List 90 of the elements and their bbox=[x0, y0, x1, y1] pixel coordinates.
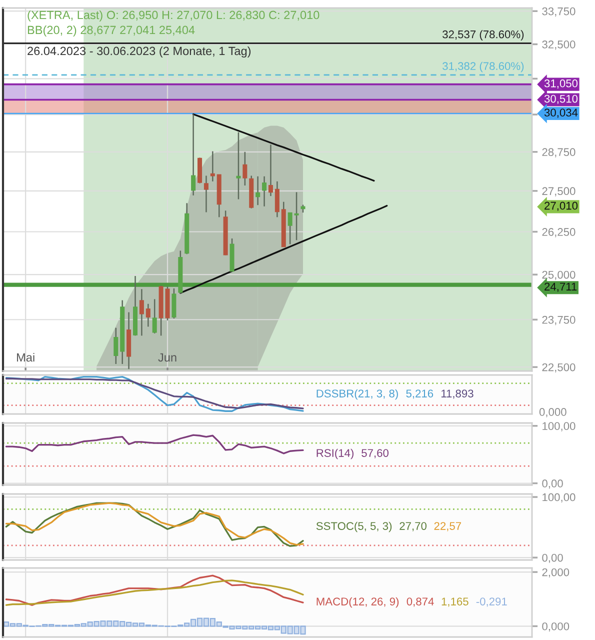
candlestick bbox=[262, 176, 267, 207]
line-series bbox=[5, 574, 304, 606]
y-tick-label: 0,00 bbox=[542, 480, 563, 489]
annotation: 57,60 bbox=[362, 449, 389, 458]
line-series bbox=[180, 204, 388, 294]
y-tick-label: 23,750 bbox=[542, 316, 576, 326]
y-tick-label: 27,500 bbox=[542, 187, 576, 196]
candlestick bbox=[294, 192, 299, 241]
x-tick-label: Jun bbox=[158, 353, 176, 362]
y-tick-label: 22,500 bbox=[542, 363, 576, 373]
bar bbox=[196, 618, 203, 627]
y-tick-label: 32,500 bbox=[542, 40, 576, 50]
annotation: 31,382 (78.60%) bbox=[442, 62, 524, 72]
bar bbox=[280, 626, 286, 634]
candlestick bbox=[172, 288, 176, 320]
bar bbox=[210, 618, 216, 627]
bar bbox=[3, 622, 10, 627]
bar bbox=[216, 622, 222, 627]
bar bbox=[190, 618, 196, 627]
candlestick bbox=[204, 175, 208, 213]
bar bbox=[113, 620, 119, 627]
bar bbox=[274, 626, 280, 630]
bar bbox=[236, 626, 242, 630]
bar bbox=[203, 618, 210, 627]
bar bbox=[242, 626, 248, 630]
text: SSTOC(5, 5, 3) bbox=[316, 522, 392, 532]
text: MACD(12, 26, 9) bbox=[316, 597, 399, 608]
candlestick bbox=[191, 114, 196, 196]
chart-title: (XETRA, Last) O: 26,950 H: 27,070 L: 26,830 C: 27,010 bbox=[28, 10, 320, 22]
ref-line-label: 31,050 bbox=[544, 79, 578, 89]
candlestick bbox=[152, 298, 157, 334]
bar bbox=[80, 623, 86, 627]
candlestick bbox=[268, 144, 273, 197]
x-tick-label: Mai bbox=[17, 352, 34, 362]
text: BB(20, 2) 28,677 27,041 25,404 bbox=[28, 26, 195, 36]
bar bbox=[126, 622, 132, 627]
candlestick bbox=[256, 176, 260, 206]
line-series bbox=[5, 580, 304, 606]
bar bbox=[16, 623, 22, 627]
candlestick bbox=[139, 288, 144, 336]
bar bbox=[120, 621, 126, 627]
annotation: 26.04.2023 - 30.06.2023 (2 Monate, 1 Tag) bbox=[28, 46, 251, 58]
ref-line-label: 30,510 bbox=[544, 94, 578, 104]
candlestick bbox=[274, 180, 280, 218]
y-tick-label: 100,00 bbox=[542, 493, 576, 502]
bar bbox=[10, 623, 16, 627]
candlestick bbox=[288, 212, 292, 245]
bar bbox=[229, 626, 235, 630]
text: DSSBR(21, 3, 8) bbox=[316, 389, 398, 400]
y-tick-label: 0,00 bbox=[542, 554, 563, 564]
candlestick bbox=[114, 327, 118, 365]
candlestick bbox=[210, 150, 215, 182]
bar bbox=[261, 626, 268, 630]
y-tick-label: 100,00 bbox=[542, 422, 576, 432]
bar bbox=[94, 621, 100, 627]
bar bbox=[300, 626, 306, 635]
annotation: 0,874 bbox=[406, 598, 434, 607]
line-series bbox=[192, 113, 375, 182]
line-series bbox=[5, 434, 304, 454]
ref-line-label: 24,711 bbox=[544, 282, 577, 292]
candlestick bbox=[236, 132, 241, 200]
y-tick-label: 28,750 bbox=[542, 148, 576, 158]
bar bbox=[294, 626, 300, 634]
annotation: -0,291 bbox=[476, 598, 507, 607]
y-tick-label: 2,000 bbox=[542, 568, 570, 578]
ref-line-label: 30,034 bbox=[544, 108, 578, 118]
text: 27,010 bbox=[544, 202, 578, 211]
annotation: 27,70 bbox=[400, 522, 427, 532]
y-tick-label: 26,250 bbox=[542, 228, 576, 238]
annotation: 32,537 (78.60%) bbox=[442, 30, 524, 40]
y-tick-label: 25,000 bbox=[542, 270, 576, 280]
annotation: 1,165 bbox=[442, 598, 468, 607]
annotation: 22,57 bbox=[434, 522, 462, 532]
bar bbox=[106, 620, 112, 627]
bar bbox=[100, 620, 106, 627]
y-tick-label: 0,000 bbox=[542, 622, 570, 632]
candlestick bbox=[242, 151, 248, 186]
bar bbox=[255, 626, 261, 630]
candlestick bbox=[146, 303, 150, 328]
annotation: 11,893 bbox=[441, 390, 474, 399]
y-tick-label: 33,750 bbox=[542, 7, 576, 17]
bar bbox=[268, 626, 274, 630]
bar bbox=[287, 626, 293, 634]
bar bbox=[138, 622, 145, 627]
bar bbox=[132, 622, 138, 627]
bar bbox=[184, 622, 190, 627]
bar bbox=[248, 626, 254, 630]
bar bbox=[87, 622, 93, 627]
text: RSI(14) bbox=[316, 448, 354, 460]
annotation: 5,216 bbox=[406, 390, 434, 399]
